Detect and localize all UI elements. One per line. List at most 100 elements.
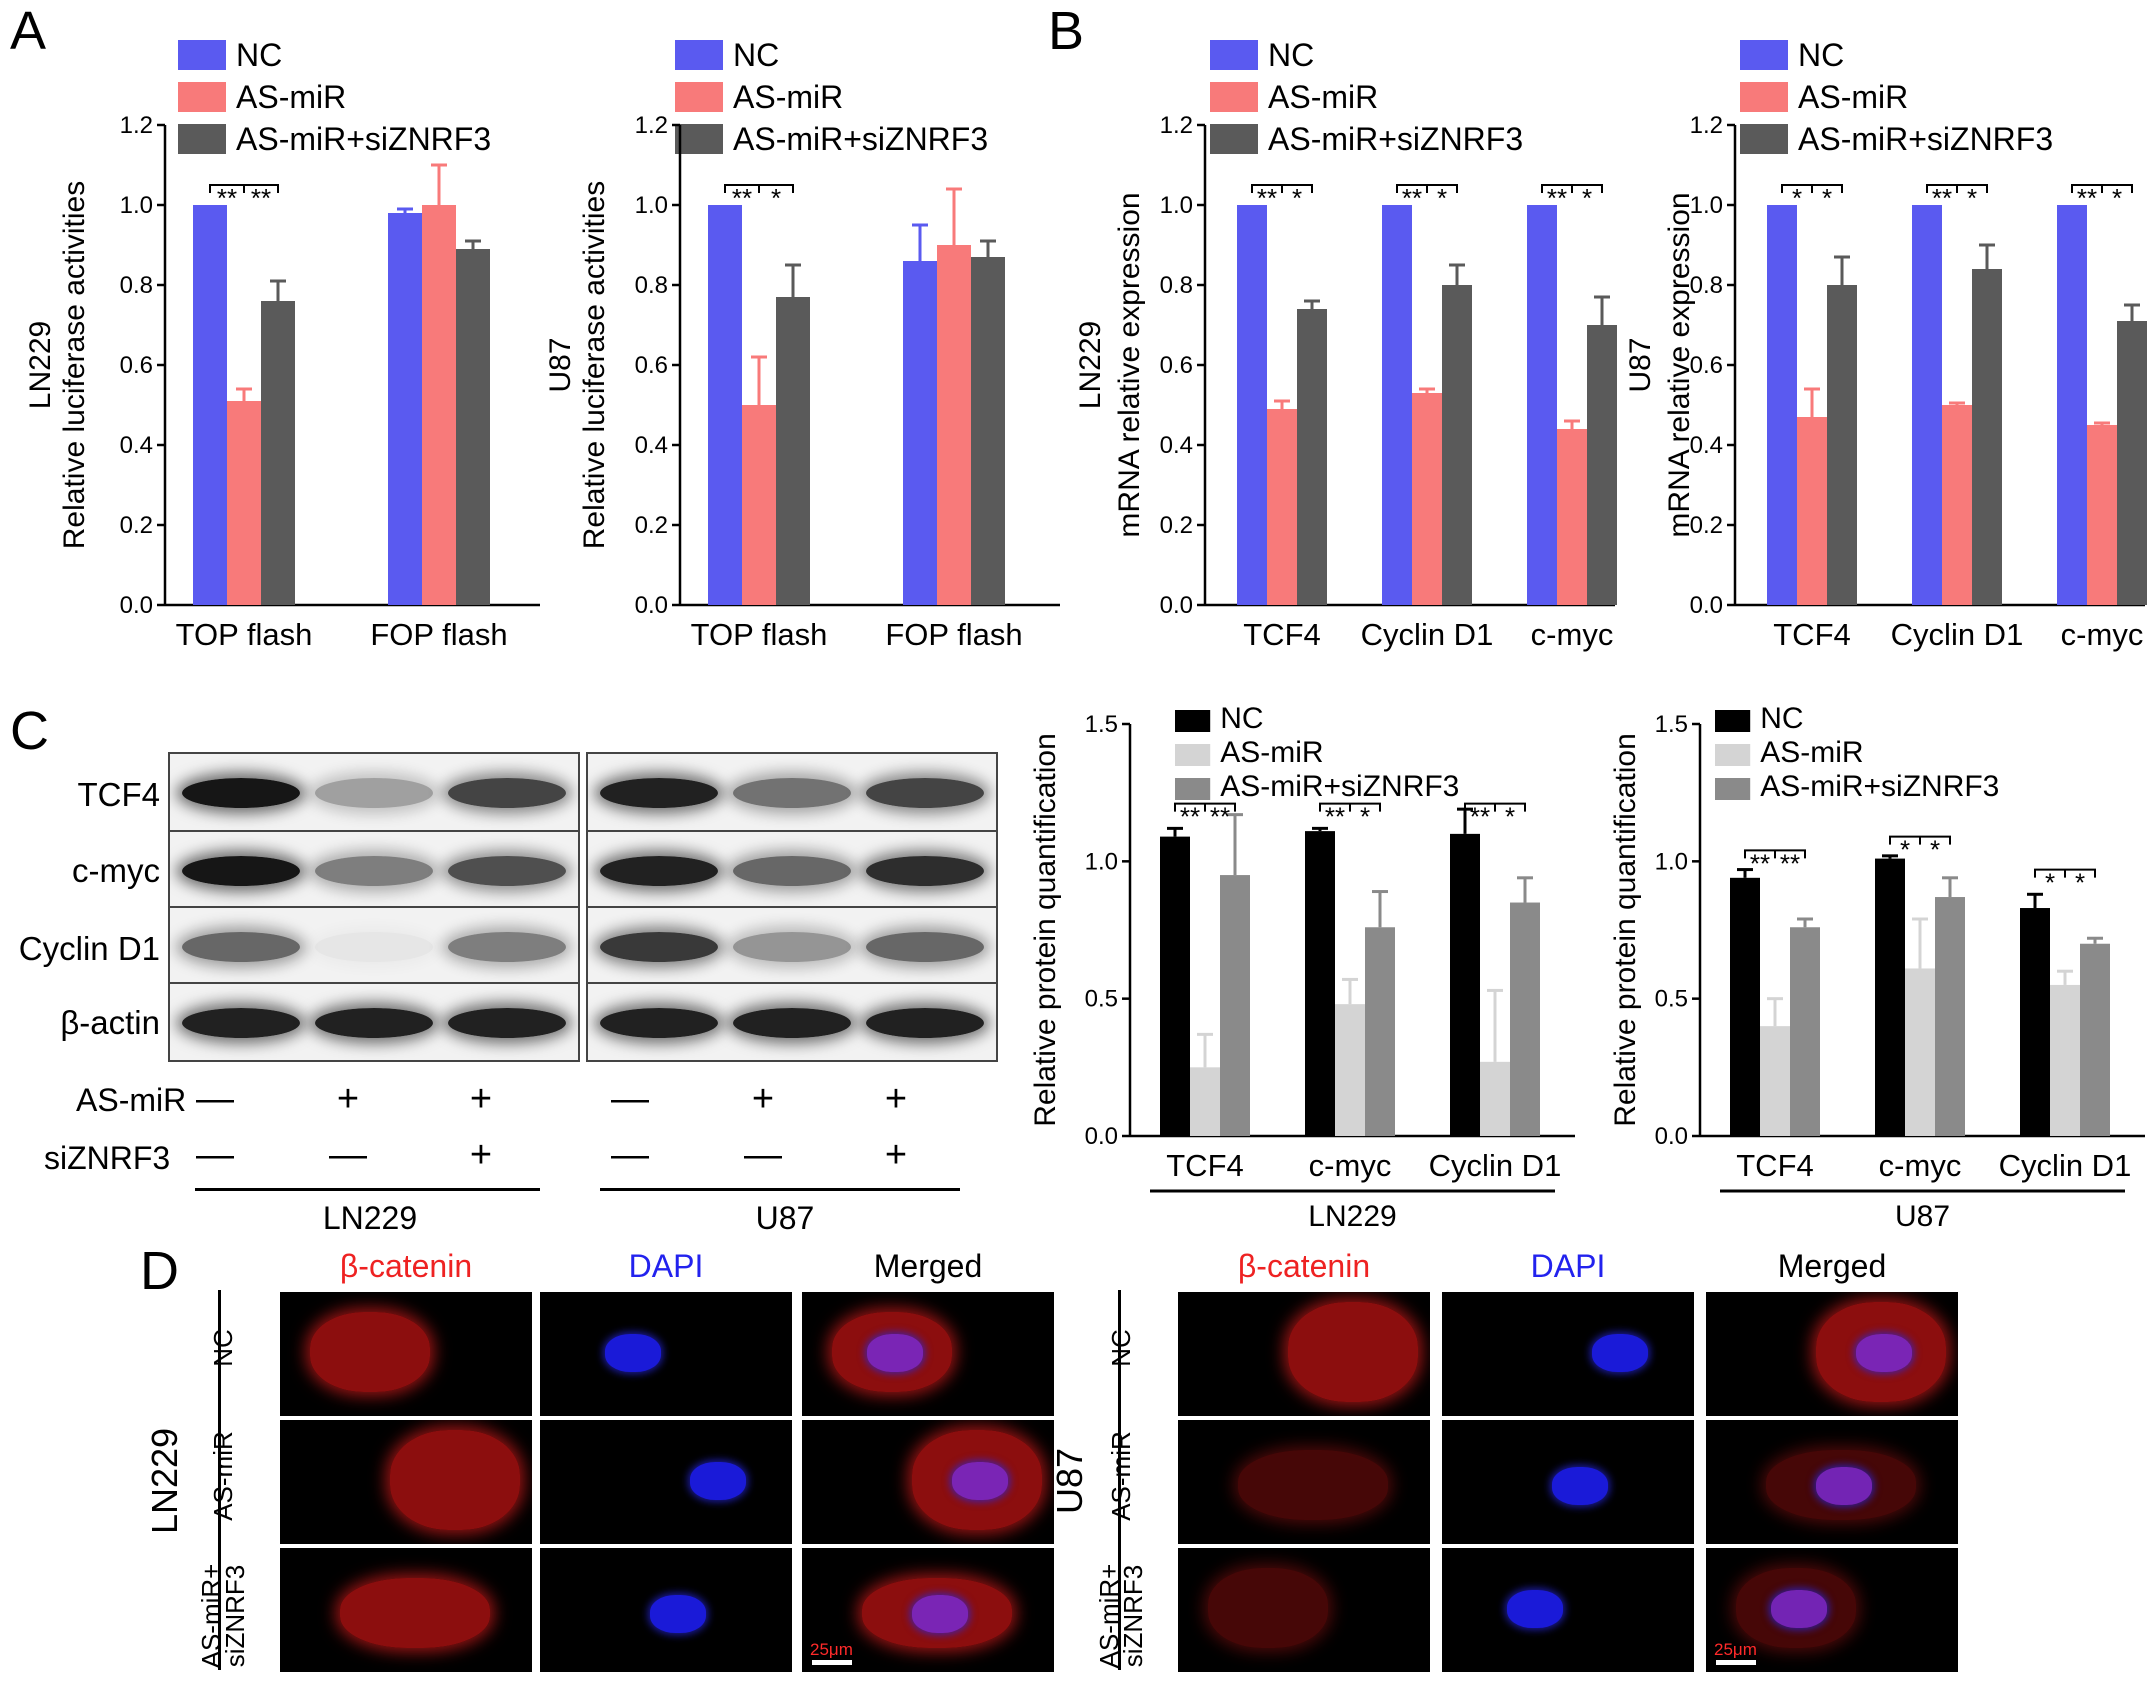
cell-nucleus [650, 1595, 706, 1633]
legend-label-nc: NC [1760, 702, 1803, 735]
y-tick-label: 0.5 [1655, 986, 1688, 1013]
cell-cytoplasm [390, 1430, 520, 1530]
bar-nc [2020, 908, 2050, 1136]
significance-mark: * [1822, 183, 1832, 213]
if-image-merged [1706, 1420, 1958, 1544]
bar-combo [1365, 927, 1395, 1136]
chart-a-ln229: NC AS-miR AS-miR+siZNRF3 0.0 0.2 0.4 0.6 0.8 1.0… [24, 37, 540, 652]
y-tick-label: 0.6 [120, 352, 153, 379]
bar-nc [1875, 858, 1905, 1136]
legend-label-nc: NC [733, 37, 779, 73]
bar-nc [2057, 205, 2087, 605]
bar-combo [2117, 321, 2147, 605]
legend-label-asmir: AS-miR [1268, 79, 1378, 115]
y-tick-label: 0.0 [635, 592, 668, 619]
y-tick-label: 1.5 [1085, 711, 1118, 738]
if-image-beta-catenin [280, 1292, 532, 1416]
legend-swatch-asmir [1210, 82, 1258, 112]
ln229-group-line [195, 1188, 540, 1191]
blot-lane-row [588, 830, 996, 908]
if-image-beta-catenin [280, 1548, 532, 1672]
if-image-beta-catenin [1178, 1420, 1430, 1544]
bar-asmir [422, 205, 456, 605]
cell-nucleus [1552, 1467, 1608, 1505]
if-image-merged [1706, 1292, 1958, 1416]
protein-band [866, 856, 984, 886]
significance-bracket [209, 184, 279, 193]
significance-mark: * [1437, 183, 1447, 213]
if-image-beta-catenin [280, 1420, 532, 1544]
if-column-title: Merged [1777, 1248, 1887, 1284]
y-axis-label-line2: mRNA relative expression [1113, 192, 1146, 537]
legend-label-combo: AS-miR+siZNRF3 [1268, 121, 1523, 157]
blot-lane-row [170, 906, 578, 984]
chart-b-ln229: NC AS-miR AS-miR+siZNRF3 0.0 0.2 0.4 0.6 0.8 1.0… [1074, 37, 1617, 652]
significance-mark: ** [1780, 848, 1800, 878]
bar-combo [776, 297, 810, 605]
protein-label-bactin: β-actin [60, 1004, 160, 1041]
scale-bar [812, 1660, 852, 1665]
y-tick-label: 1.0 [635, 192, 668, 219]
protein-label-cmyc: c-myc [72, 852, 160, 889]
protein-band [600, 932, 718, 962]
y-tick-label: 0.2 [1160, 512, 1193, 539]
significance-bracket [1541, 184, 1603, 193]
protein-band [866, 1008, 984, 1038]
bar-nc [1160, 836, 1190, 1136]
x-tick-label: Cyclin D1 [1999, 1148, 2132, 1183]
legend-label-nc: NC [1268, 37, 1314, 73]
cell-nucleus [1507, 1590, 1563, 1628]
protein-band [182, 1008, 300, 1038]
significance-bracket [2034, 868, 2096, 878]
significance-mark: * [1792, 183, 1802, 213]
x-tick-label: c-myc [1531, 617, 1614, 652]
y-tick-label: 0.0 [120, 592, 153, 619]
bar-combo [456, 249, 490, 605]
scale-bar-label: 25μm [1714, 1640, 1757, 1659]
if-column-title: β-catenin [339, 1248, 473, 1284]
significance-mark: ** [1257, 183, 1277, 213]
treatment-sign-asmir: + [884, 1078, 908, 1120]
protein-band [182, 856, 300, 886]
significance-bracket [1174, 802, 1236, 812]
protein-band [600, 856, 718, 886]
bar-asmir [1480, 1061, 1510, 1136]
x-tick-label: FOP flash [370, 617, 507, 652]
if-image-dapi [1442, 1548, 1694, 1672]
cell-nucleus [690, 1462, 746, 1500]
blot-lane-row [170, 830, 578, 908]
legend-swatch-asmir [1740, 82, 1788, 112]
significance-mark: * [1930, 835, 1940, 865]
significance-mark: ** [732, 183, 752, 213]
bar-nc [1382, 205, 1412, 605]
protein-band [733, 778, 851, 808]
treatment-sign-asmir: + [336, 1078, 360, 1120]
protein-band [733, 856, 851, 886]
y-tick-label: 0.0 [1160, 592, 1193, 619]
significance-bracket [1889, 835, 1951, 845]
x-tick-label: Cyclin D1 [1361, 617, 1494, 652]
y-tick-label: 1.0 [120, 192, 153, 219]
protein-band [182, 778, 300, 808]
significance-mark: ** [1750, 848, 1770, 878]
protein-band [315, 778, 433, 808]
y-tick-label: 0.4 [635, 432, 668, 459]
significance-bracket [724, 184, 794, 193]
significance-bracket [1464, 802, 1526, 812]
y-tick-label: 0.8 [1160, 272, 1193, 299]
protein-band [448, 1008, 566, 1038]
legend-swatch-combo [1740, 124, 1788, 154]
if-image-merged: 25μm [1706, 1548, 1958, 1672]
cell-cytoplasm [1208, 1568, 1328, 1648]
if-image-dapi [540, 1292, 792, 1416]
siznrf3-row-label: siZNRF3 [44, 1140, 171, 1176]
legend-swatch-combo [1175, 778, 1211, 800]
if-group-line [218, 1290, 221, 1670]
y-tick-label: 0.0 [1690, 592, 1723, 619]
significance-mark: * [1360, 802, 1370, 832]
y-tick-label: 1.2 [635, 112, 668, 139]
treatment-sign-asmir: + [469, 1078, 493, 1120]
y-tick-label: 1.5 [1655, 711, 1688, 738]
y-axis-label-line2: Relative luciferase activities [58, 181, 91, 549]
significance-mark: ** [251, 183, 271, 213]
